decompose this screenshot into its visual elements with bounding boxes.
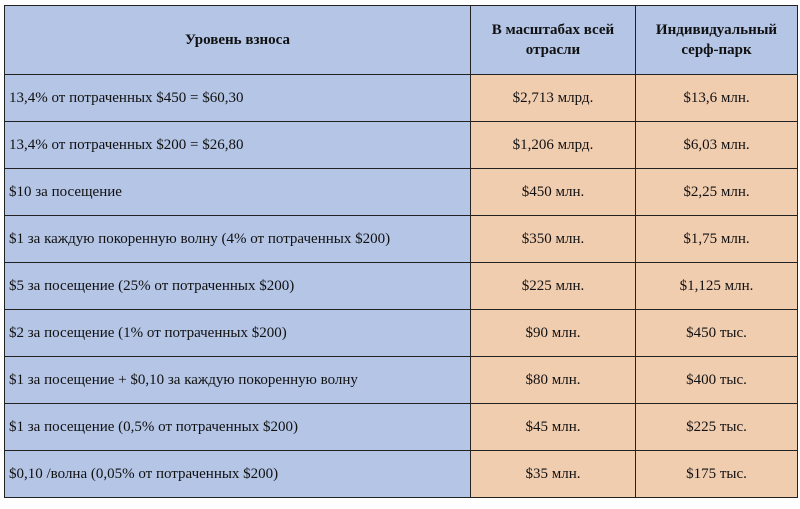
industry-wide-cell: $450 млн. bbox=[470, 168, 636, 216]
fee-level-cell: $2 за посещение (1% от потраченных $200) bbox=[4, 309, 471, 357]
table-body: 13,4% от потраченных $450 = $60,30 $2,713… bbox=[4, 74, 798, 498]
individual-park-cell: $1,75 млн. bbox=[635, 215, 798, 263]
industry-wide-cell: $1,206 млрд. bbox=[470, 121, 636, 169]
fee-level-cell: $1 за посещение (0,5% от потраченных $20… bbox=[4, 403, 471, 451]
individual-park-cell: $175 тыс. bbox=[635, 450, 798, 498]
table-row: 13,4% от потраченных $200 = $26,80 $1,206… bbox=[4, 121, 798, 169]
industry-wide-cell: $225 млн. bbox=[470, 262, 636, 310]
fee-level-cell: 13,4% от потраченных $450 = $60,30 bbox=[4, 74, 471, 122]
table-row: $1 за посещение (0,5% от потраченных $20… bbox=[4, 403, 798, 451]
table-row: $10 за посещение $450 млн. $2,25 млн. bbox=[4, 168, 798, 216]
table-row: $2 за посещение (1% от потраченных $200)… bbox=[4, 309, 798, 357]
individual-park-cell: $13,6 млн. bbox=[635, 74, 798, 122]
fee-level-cell: $10 за посещение bbox=[4, 168, 471, 216]
fee-level-cell: $1 за каждую покоренную волну (4% от пот… bbox=[4, 215, 471, 263]
individual-park-cell: $450 тыс. bbox=[635, 309, 798, 357]
individual-park-cell: $6,03 млн. bbox=[635, 121, 798, 169]
header-industry-wide: В масштабах всей отрасли bbox=[470, 5, 636, 75]
individual-park-cell: $1,125 млн. bbox=[635, 262, 798, 310]
table-row: 13,4% от потраченных $450 = $60,30 $2,713… bbox=[4, 74, 798, 122]
fee-level-cell: $0,10 /волна (0,05% от потраченных $200) bbox=[4, 450, 471, 498]
industry-wide-cell: $350 млн. bbox=[470, 215, 636, 263]
header-individual-park: Индивидуальный серф-парк bbox=[635, 5, 798, 75]
header-row: Уровень взноса В масштабах всей отрасли … bbox=[4, 5, 798, 75]
industry-wide-cell: $90 млн. bbox=[470, 309, 636, 357]
table-row: $1 за каждую покоренную волну (4% от пот… bbox=[4, 215, 798, 263]
fee-level-cell: $1 за посещение + $0,10 за каждую покоре… bbox=[4, 356, 471, 404]
individual-park-cell: $2,25 млн. bbox=[635, 168, 798, 216]
table-row: $0,10 /волна (0,05% от потраченных $200)… bbox=[4, 450, 798, 498]
table-row: $5 за посещение (25% от потраченных $200… bbox=[4, 262, 798, 310]
individual-park-cell: $225 тыс. bbox=[635, 403, 798, 451]
industry-wide-cell: $80 млн. bbox=[470, 356, 636, 404]
industry-wide-cell: $2,713 млрд. bbox=[470, 74, 636, 122]
table-row: $1 за посещение + $0,10 за каждую покоре… bbox=[4, 356, 798, 404]
fee-level-cell: $5 за посещение (25% от потраченных $200… bbox=[4, 262, 471, 310]
fee-table: Уровень взноса В масштабах всей отрасли … bbox=[4, 5, 798, 498]
fee-level-cell: 13,4% от потраченных $200 = $26,80 bbox=[4, 121, 471, 169]
individual-park-cell: $400 тыс. bbox=[635, 356, 798, 404]
industry-wide-cell: $45 млн. bbox=[470, 403, 636, 451]
header-fee-level: Уровень взноса bbox=[4, 5, 471, 75]
industry-wide-cell: $35 млн. bbox=[470, 450, 636, 498]
